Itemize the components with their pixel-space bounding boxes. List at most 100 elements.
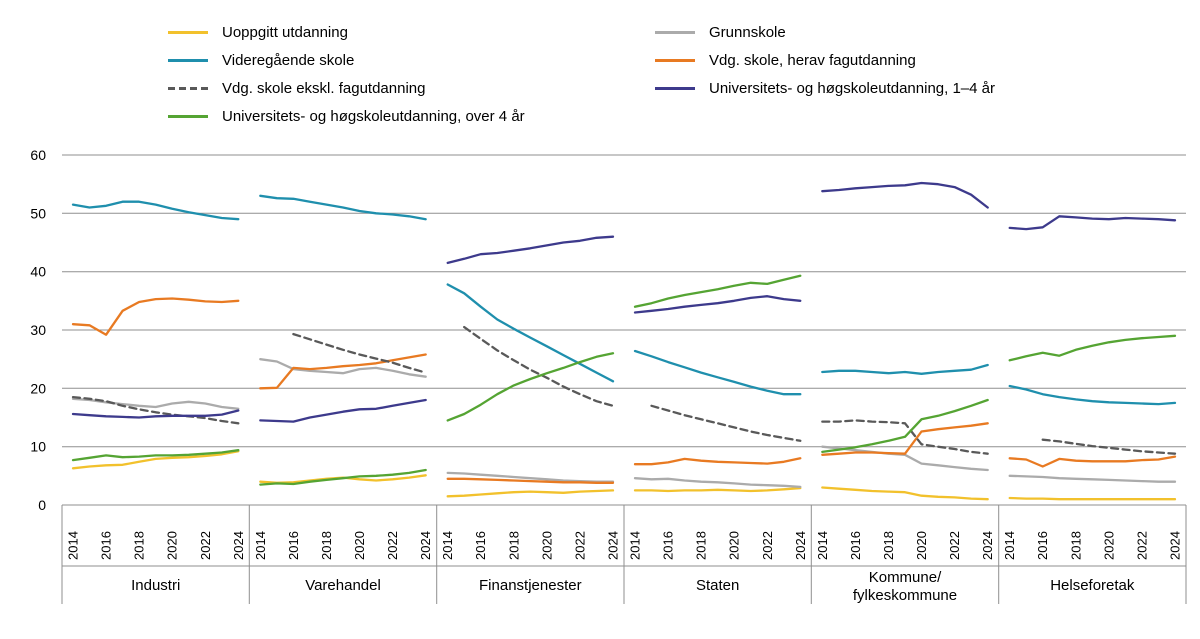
series-line-uoppgitt-industri [71,450,240,470]
y-axis-tick-label: 50 [30,205,46,221]
x-axis-year-label: 2018 [1068,531,1083,560]
series-line-fagutdanning-kommune [821,422,989,456]
legend-item-uoppgitt: Uoppgitt utdanning [168,18,525,46]
x-axis-year-label: 2020 [539,531,554,560]
series-line-grunnskole-finanstjenester [446,471,615,483]
panel-label-kommune: fylkeskommune [853,587,957,604]
y-axis-tick-label: 10 [30,439,46,455]
x-axis-year-label: 2016 [286,531,301,560]
legend-line-icon [655,30,695,34]
series-line-videregaende-helseforetak [1008,384,1177,406]
series-line-uoppgitt-staten [633,486,802,493]
series-line-uoppgitt-kommune [821,486,989,501]
x-axis-year-label: 2014 [628,531,643,560]
panel-label-staten: Staten [696,577,739,594]
x-axis-year-label: 2014 [815,531,830,560]
series-line-videregaende-kommune [821,363,989,375]
panel-label-kommune: Kommune/ [869,569,942,586]
x-axis-year-label: 2016 [99,531,114,560]
x-axis-year-label: 2020 [352,531,367,560]
panel-label-finanstjenester: Finanstjenester [479,577,582,594]
x-axis-year-label: 2020 [727,531,742,560]
x-axis-year-label: 2020 [914,531,929,560]
legend-line-icon [655,86,695,90]
x-axis-year-label: 2022 [760,531,775,560]
x-axis-year-label: 2022 [198,531,213,560]
panel-label-industri: Industri [131,577,180,594]
x-axis-year-label: 2024 [793,531,808,560]
legend-item-ekskl_fag: Vdg. skole ekskl. fagutdanning [168,74,525,102]
x-axis-year-label: 2020 [1101,531,1116,560]
x-axis-year-label: 2024 [980,531,995,560]
x-axis-year-label: 2024 [606,531,621,560]
legend-item-fagutdanning: Vdg. skole, herav fagutdanning [655,46,995,74]
x-axis-year-label: 2024 [1168,531,1183,560]
x-axis-year-label: 2016 [661,531,676,560]
x-axis-year-label: 2016 [473,531,488,560]
series-line-grunnskole-helseforetak [1008,474,1177,483]
x-axis-year-label: 2022 [385,531,400,560]
series-line-videregaende-staten [633,349,802,396]
legend-dashed-line-icon [168,86,208,90]
legend-label: Universitets- og høgskoleutdanning, over… [222,107,525,125]
x-axis-year-label: 2022 [1134,531,1149,560]
legend-line-icon [168,114,208,118]
legend-item-grunnskole: Grunnskole [655,18,995,46]
panel-label-varehandel: Varehandel [305,577,381,594]
series-line-uni_1_4-industri [71,409,240,419]
series-line-ekskl_fag-finanstjenester [463,325,615,407]
legend-column-right: Grunnskole Vdg. skole, herav fagutdanning… [655,18,995,102]
series-line-ekskl_fag-staten [650,404,802,442]
series-line-uni_1_4-kommune [821,181,989,209]
series-line-uni_over_4-varehandel [259,468,427,486]
x-axis-year-label: 2022 [572,531,587,560]
x-axis-year-label: 2014 [1002,531,1017,560]
series-line-uni_1_4-staten [633,295,802,314]
panel-label-helseforetak: Helseforetak [1050,577,1135,594]
y-axis-tick-label: 30 [30,322,46,338]
series-line-uni_over_4-kommune [821,398,989,454]
x-axis-year-label: 2018 [694,531,709,560]
series-line-uni_1_4-finanstjenester [446,235,615,265]
legend-line-icon [168,30,208,34]
legend-line-icon [655,58,695,62]
x-axis-year-label: 2014 [66,531,81,560]
x-axis-year-label: 2018 [319,531,334,560]
series-line-fagutdanning-finanstjenester [446,477,615,484]
legend-label: Universitets- og høgskoleutdanning, 1–4 … [709,79,995,97]
series-line-videregaende-varehandel [259,194,427,221]
y-axis-tick-label: 60 [30,147,46,163]
series-line-uni_1_4-varehandel [259,398,427,423]
x-axis-year-label: 2020 [165,531,180,560]
series-line-fagutdanning-staten [633,457,802,466]
series-line-ekskl_fag-varehandel [292,332,427,374]
x-axis-year-label: 2014 [253,531,268,560]
series-line-videregaende-finanstjenester [446,283,615,383]
legend-item-uni_over_4: Universitets- og høgskoleutdanning, over… [168,102,525,130]
series-line-uni_over_4-industri [71,449,240,462]
series-line-fagutdanning-helseforetak [1008,455,1177,468]
x-axis-year-label: 2024 [231,531,246,560]
y-axis-tick-label: 20 [30,380,46,396]
legend-label: Vdg. skole ekskl. fagutdanning [222,79,426,97]
series-line-uoppgitt-finanstjenester [446,489,615,498]
x-axis-year-label: 2024 [418,531,433,560]
x-axis-year-label: 2016 [1035,531,1050,560]
x-axis-year-label: 2018 [881,531,896,560]
legend-label: Vdg. skole, herav fagutdanning [709,51,916,69]
series-line-uni_over_4-staten [633,274,802,308]
series-line-uni_1_4-helseforetak [1008,215,1177,231]
x-axis-year-label: 2018 [506,531,521,560]
x-axis-year-label: 2016 [848,531,863,560]
series-line-grunnskole-staten [633,477,802,489]
legend-column-left: Uoppgitt utdanning Videregående skole Vdg.… [168,18,525,130]
series-line-ekskl_fag-kommune [821,419,989,455]
legend-label: Uoppgitt utdanning [222,23,348,41]
x-axis-year-label: 2018 [132,531,147,560]
series-line-videregaende-industri [71,200,240,221]
series-line-ekskl_fag-helseforetak [1041,438,1177,455]
series-line-ekskl_fag-industri [71,395,240,425]
series-line-fagutdanning-industri [71,297,240,336]
